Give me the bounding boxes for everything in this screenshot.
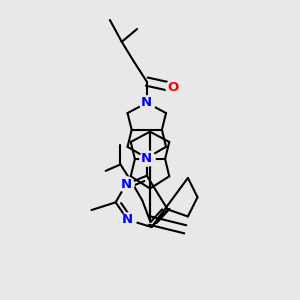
Text: N: N [141, 152, 152, 164]
Text: N: N [120, 178, 131, 191]
Text: N: N [141, 96, 152, 109]
Text: N: N [122, 213, 133, 226]
Text: O: O [167, 81, 179, 94]
